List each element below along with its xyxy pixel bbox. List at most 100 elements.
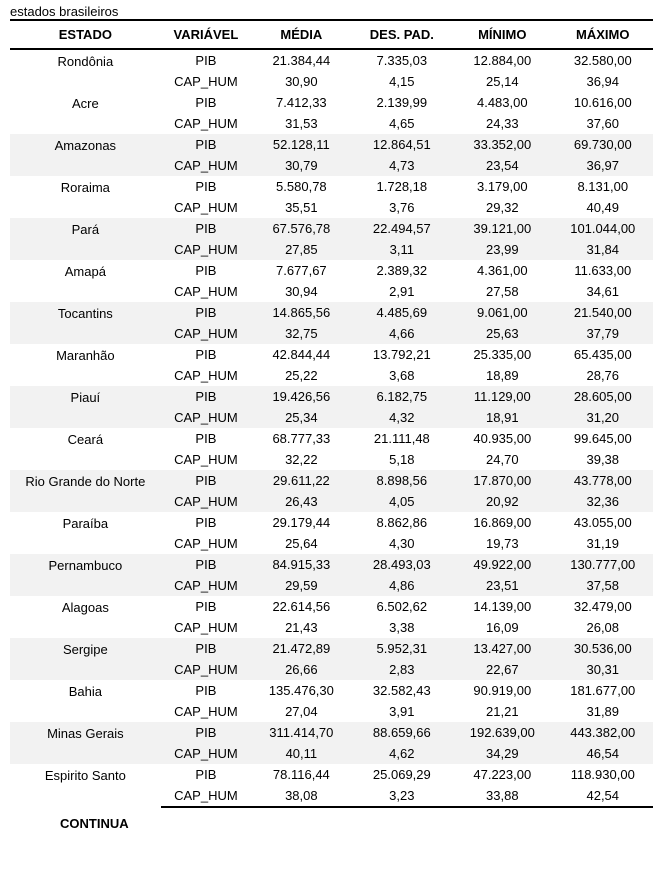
cell-max: 10.616,00 xyxy=(553,92,653,113)
cell-variavel: PIB xyxy=(161,596,251,617)
cell-media: 27,85 xyxy=(251,239,351,260)
cell-estado: Maranhão xyxy=(10,344,161,386)
cell-min: 14.139,00 xyxy=(452,596,552,617)
cell-dp: 25.069,29 xyxy=(352,764,452,785)
cell-media: 5.580,78 xyxy=(251,176,351,197)
cell-min: 34,29 xyxy=(452,743,552,764)
cell-dp: 28.493,03 xyxy=(352,554,452,575)
cell-variavel: PIB xyxy=(161,386,251,407)
cell-media: 29.179,44 xyxy=(251,512,351,533)
cell-media: 40,11 xyxy=(251,743,351,764)
cell-media: 311.414,70 xyxy=(251,722,351,743)
cell-media: 21.384,44 xyxy=(251,49,351,71)
cell-variavel: CAP_HUM xyxy=(161,407,251,428)
cell-dp: 7.335,03 xyxy=(352,49,452,71)
cell-min: 4.483,00 xyxy=(452,92,552,113)
cell-variavel: CAP_HUM xyxy=(161,617,251,638)
cell-min: 47.223,00 xyxy=(452,764,552,785)
cell-estado: Amapá xyxy=(10,260,161,302)
cell-min: 23,54 xyxy=(452,155,552,176)
cell-variavel: PIB xyxy=(161,680,251,701)
cell-min: 17.870,00 xyxy=(452,470,552,491)
cell-dp: 4,62 xyxy=(352,743,452,764)
cell-max: 31,89 xyxy=(553,701,653,722)
cell-min: 49.922,00 xyxy=(452,554,552,575)
cell-media: 84.915,33 xyxy=(251,554,351,575)
cell-dp: 13.792,21 xyxy=(352,344,452,365)
cell-variavel: PIB xyxy=(161,512,251,533)
table-row: TocantinsPIB14.865,564.485,699.061,0021.… xyxy=(10,302,653,323)
cell-max: 31,19 xyxy=(553,533,653,554)
cell-media: 31,53 xyxy=(251,113,351,134)
cell-variavel: CAP_HUM xyxy=(161,71,251,92)
table-row: CearáPIB68.777,3321.111,4840.935,0099.64… xyxy=(10,428,653,449)
cell-estado: Bahia xyxy=(10,680,161,722)
cell-estado: Piauí xyxy=(10,386,161,428)
cell-variavel: PIB xyxy=(161,344,251,365)
col-media: MÉDIA xyxy=(251,20,351,49)
table-row: ParáPIB67.576,7822.494,5739.121,00101.04… xyxy=(10,218,653,239)
cell-max: 26,08 xyxy=(553,617,653,638)
cell-media: 14.865,56 xyxy=(251,302,351,323)
table-row: RoraimaPIB5.580,781.728,183.179,008.131,… xyxy=(10,176,653,197)
cell-variavel: PIB xyxy=(161,638,251,659)
cell-min: 22,67 xyxy=(452,659,552,680)
table-row: AmapáPIB7.677,672.389,324.361,0011.633,0… xyxy=(10,260,653,281)
cell-media: 7.412,33 xyxy=(251,92,351,113)
cell-dp: 1.728,18 xyxy=(352,176,452,197)
cell-max: 443.382,00 xyxy=(553,722,653,743)
cell-estado: Alagoas xyxy=(10,596,161,638)
cell-dp: 4,66 xyxy=(352,323,452,344)
cell-max: 118.930,00 xyxy=(553,764,653,785)
table-row: RondôniaPIB21.384,447.335,0312.884,0032.… xyxy=(10,49,653,71)
cell-min: 4.361,00 xyxy=(452,260,552,281)
cell-dp: 4,65 xyxy=(352,113,452,134)
table-row: AlagoasPIB22.614,566.502,6214.139,0032.4… xyxy=(10,596,653,617)
cell-min: 18,89 xyxy=(452,365,552,386)
cell-min: 18,91 xyxy=(452,407,552,428)
cell-media: 26,66 xyxy=(251,659,351,680)
cell-max: 11.633,00 xyxy=(553,260,653,281)
cell-variavel: CAP_HUM xyxy=(161,239,251,260)
cell-variavel: PIB xyxy=(161,554,251,575)
cell-variavel: CAP_HUM xyxy=(161,659,251,680)
table-row: AcrePIB7.412,332.139,994.483,0010.616,00 xyxy=(10,92,653,113)
cell-max: 65.435,00 xyxy=(553,344,653,365)
cell-variavel: CAP_HUM xyxy=(161,743,251,764)
cell-min: 12.884,00 xyxy=(452,49,552,71)
cell-min: 13.427,00 xyxy=(452,638,552,659)
cell-variavel: PIB xyxy=(161,49,251,71)
table-row: BahiaPIB135.476,3032.582,4390.919,00181.… xyxy=(10,680,653,701)
cell-media: 52.128,11 xyxy=(251,134,351,155)
cell-media: 42.844,44 xyxy=(251,344,351,365)
cell-min: 33,88 xyxy=(452,785,552,807)
cell-media: 135.476,30 xyxy=(251,680,351,701)
cell-max: 21.540,00 xyxy=(553,302,653,323)
cell-dp: 4,05 xyxy=(352,491,452,512)
cell-variavel: PIB xyxy=(161,470,251,491)
cell-variavel: PIB xyxy=(161,428,251,449)
cell-estado: Rio Grande do Norte xyxy=(10,470,161,512)
cell-media: 26,43 xyxy=(251,491,351,512)
cell-media: 22.614,56 xyxy=(251,596,351,617)
cell-max: 30,31 xyxy=(553,659,653,680)
cell-max: 32.479,00 xyxy=(553,596,653,617)
cell-min: 25,14 xyxy=(452,71,552,92)
cell-dp: 4,30 xyxy=(352,533,452,554)
cell-dp: 4,86 xyxy=(352,575,452,596)
cell-media: 30,79 xyxy=(251,155,351,176)
cell-variavel: PIB xyxy=(161,92,251,113)
cell-min: 16.869,00 xyxy=(452,512,552,533)
cell-max: 42,54 xyxy=(553,785,653,807)
cell-dp: 5,18 xyxy=(352,449,452,470)
table-row: SergipePIB21.472,895.952,3113.427,0030.5… xyxy=(10,638,653,659)
cell-variavel: PIB xyxy=(161,218,251,239)
cell-max: 181.677,00 xyxy=(553,680,653,701)
cell-variavel: PIB xyxy=(161,722,251,743)
cell-dp: 2.389,32 xyxy=(352,260,452,281)
table-row: PernambucoPIB84.915,3328.493,0349.922,00… xyxy=(10,554,653,575)
cell-variavel: CAP_HUM xyxy=(161,575,251,596)
cell-min: 16,09 xyxy=(452,617,552,638)
header-row: ESTADO VARIÁVEL MÉDIA DES. PAD. MÍNIMO M… xyxy=(10,20,653,49)
cell-min: 25.335,00 xyxy=(452,344,552,365)
